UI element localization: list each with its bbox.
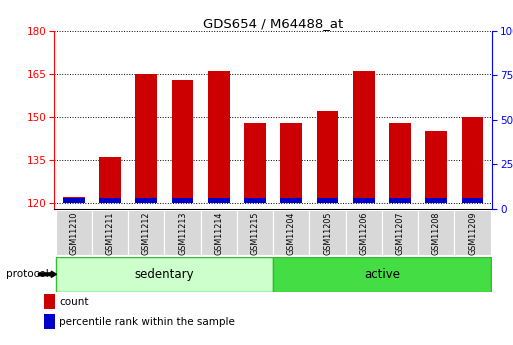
Text: count: count xyxy=(59,297,88,307)
Bar xyxy=(309,210,346,255)
Bar xyxy=(462,198,483,203)
Text: active: active xyxy=(364,268,400,281)
Bar xyxy=(172,198,193,203)
Bar xyxy=(56,257,273,292)
Bar xyxy=(99,198,121,203)
Bar xyxy=(353,71,374,203)
Bar xyxy=(273,257,490,292)
Bar xyxy=(165,210,201,255)
Bar xyxy=(353,198,374,203)
Bar xyxy=(425,198,447,203)
Bar xyxy=(63,197,85,203)
Text: GSM11211: GSM11211 xyxy=(106,211,114,255)
Bar xyxy=(418,210,455,255)
Bar xyxy=(135,198,157,203)
Text: protocol: protocol xyxy=(6,269,49,279)
Bar xyxy=(135,74,157,203)
Bar xyxy=(44,314,54,329)
Text: GSM11209: GSM11209 xyxy=(468,211,477,255)
Text: GSM11207: GSM11207 xyxy=(396,211,405,255)
Text: GSM11206: GSM11206 xyxy=(359,211,368,255)
Text: GSM11208: GSM11208 xyxy=(432,211,441,255)
Bar xyxy=(208,198,230,203)
Bar xyxy=(92,210,128,255)
Bar xyxy=(63,198,85,203)
Bar xyxy=(346,210,382,255)
Bar xyxy=(172,80,193,203)
Bar xyxy=(128,210,165,255)
Bar xyxy=(237,210,273,255)
Bar xyxy=(317,198,339,203)
Text: percentile rank within the sample: percentile rank within the sample xyxy=(59,317,235,327)
Bar xyxy=(208,71,230,203)
Bar xyxy=(99,157,121,203)
Bar xyxy=(389,198,411,203)
Text: GSM11204: GSM11204 xyxy=(287,211,296,255)
Bar xyxy=(44,294,54,309)
Text: sedentary: sedentary xyxy=(134,268,194,281)
Bar xyxy=(273,210,309,255)
Bar xyxy=(389,123,411,203)
Text: GSM11213: GSM11213 xyxy=(178,211,187,255)
Bar xyxy=(281,198,302,203)
Bar xyxy=(56,210,92,255)
Text: GSM11205: GSM11205 xyxy=(323,211,332,255)
Title: GDS654 / M64488_at: GDS654 / M64488_at xyxy=(203,17,343,30)
Bar xyxy=(201,210,237,255)
Bar xyxy=(281,123,302,203)
Bar xyxy=(425,131,447,203)
Bar xyxy=(382,210,418,255)
Bar xyxy=(462,117,483,203)
Bar xyxy=(455,210,490,255)
Bar xyxy=(244,123,266,203)
Text: GSM11215: GSM11215 xyxy=(250,211,260,255)
Bar xyxy=(244,198,266,203)
Text: GSM11210: GSM11210 xyxy=(69,211,78,255)
Bar xyxy=(317,111,339,203)
Text: GSM11212: GSM11212 xyxy=(142,211,151,255)
Text: GSM11214: GSM11214 xyxy=(214,211,223,255)
